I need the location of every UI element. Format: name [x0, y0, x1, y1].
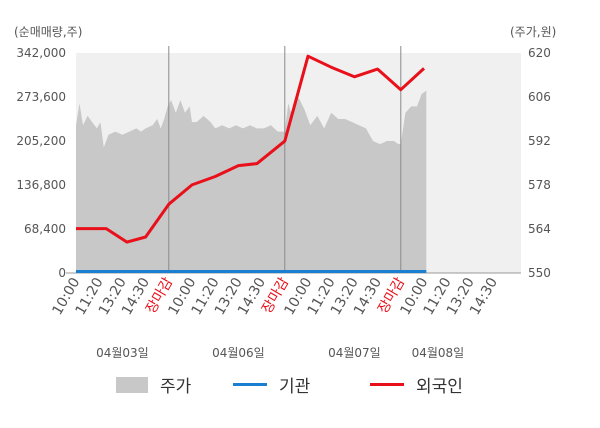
legend-swatch-institution [233, 383, 267, 386]
legend-item-price: 주가 [116, 372, 191, 397]
left-tick-label: 136,800 [16, 178, 66, 192]
date-label: 04월06일 [212, 346, 265, 360]
right-tick-label: 550 [528, 266, 551, 280]
right-tick-label: 592 [528, 134, 551, 148]
legend-label-foreign: 외국인 [416, 377, 463, 397]
right-tick-label: 606 [528, 90, 551, 104]
left-axis-title: (순매매량,주) [14, 25, 82, 39]
date-label: 04월08일 [412, 346, 465, 360]
legend-item-institution: 기관 [233, 372, 310, 397]
right-tick-label: 564 [528, 222, 551, 236]
right-tick-label: 620 [528, 46, 551, 60]
left-tick-label: 205,200 [16, 134, 66, 148]
legend: 주가 기관 외국인 [0, 372, 600, 400]
left-tick-label: 342,000 [16, 46, 66, 60]
legend-swatch-foreign [370, 383, 404, 386]
date-label: 04월03일 [96, 346, 149, 360]
date-label: 04월07일 [328, 346, 381, 360]
foreign-line [76, 54, 426, 244]
foreign-line-layer [76, 54, 426, 244]
legend-swatch-price [116, 376, 148, 393]
legend-item-foreign: 외국인 [370, 372, 463, 397]
legend-label-price: 주가 [160, 377, 192, 397]
price-area [76, 90, 427, 273]
day-divider-layer [168, 46, 402, 273]
left-tick-label: 273,600 [16, 90, 66, 104]
price-area-layer [76, 90, 427, 273]
right-tick-label: 578 [528, 178, 551, 192]
left-tick-label: 68,400 [24, 222, 66, 236]
left-tick-label: 0 [58, 266, 66, 280]
right-axis-title: (주가,원) [510, 25, 556, 39]
legend-label-institution: 기관 [279, 377, 311, 397]
